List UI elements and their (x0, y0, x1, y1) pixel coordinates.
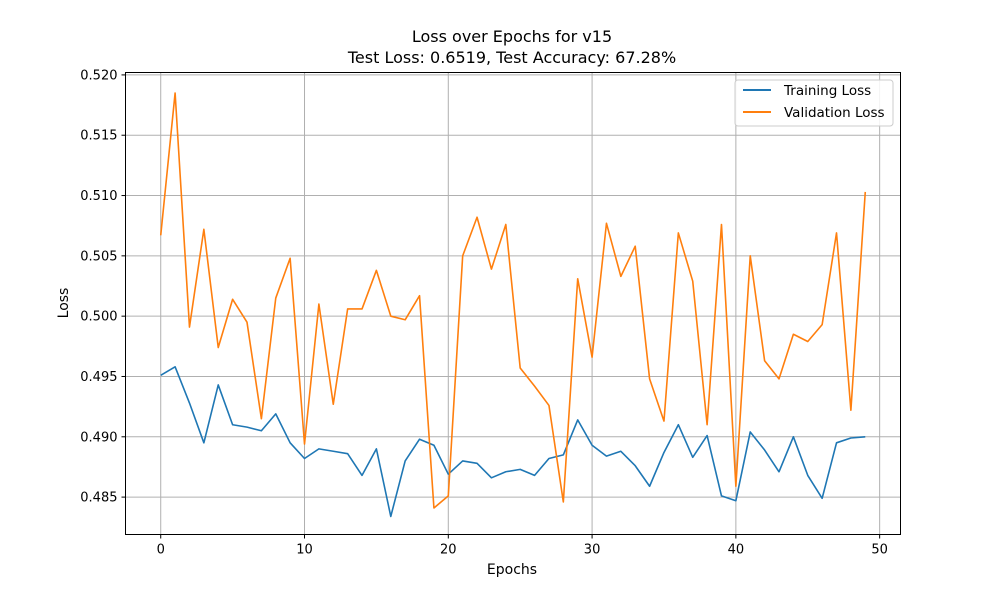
series-line-training-loss (160, 366, 866, 518)
y-tick-label: 0.505 (80, 249, 117, 264)
x-tick-label: 20 (440, 543, 457, 558)
x-tick-label: 50 (871, 543, 888, 558)
y-tick-label: 0.490 (80, 430, 117, 445)
legend-box (734, 79, 894, 127)
plot-frame (125, 72, 901, 535)
chart-subtitle: Test Loss: 0.6519, Test Accuracy: 67.28% (347, 48, 677, 67)
legend-label-training-loss: Training Loss (783, 83, 871, 99)
x-tick-label: 10 (296, 543, 313, 558)
x-tick-label: 0 (157, 543, 165, 558)
y-axis-label: Loss (56, 288, 72, 319)
y-tick-label: 0.510 (80, 189, 117, 204)
x-tick-label: 30 (584, 543, 601, 558)
series-line-validation-loss (159, 92, 867, 509)
legend: Training Loss Validation Loss (734, 79, 894, 127)
chart-title: Loss over Epochs for v15 (411, 27, 613, 46)
legend-label-validation-loss: Validation Loss (784, 105, 885, 121)
y-tick-label: 0.515 (80, 129, 117, 144)
x-tick-label: 40 (728, 543, 745, 558)
x-axis-label: Epochs (487, 562, 537, 578)
y-tick-label: 0.485 (80, 491, 117, 506)
y-tick-label: 0.495 (80, 370, 117, 385)
y-tick-label: 0.520 (80, 68, 117, 83)
series-lines (159, 92, 867, 518)
axis-ticks: 0 10 20 30 40 50 0.485 0.490 0.495 0.500 0.505 0.51… (80, 68, 888, 557)
y-tick-label: 0.500 (80, 310, 117, 325)
